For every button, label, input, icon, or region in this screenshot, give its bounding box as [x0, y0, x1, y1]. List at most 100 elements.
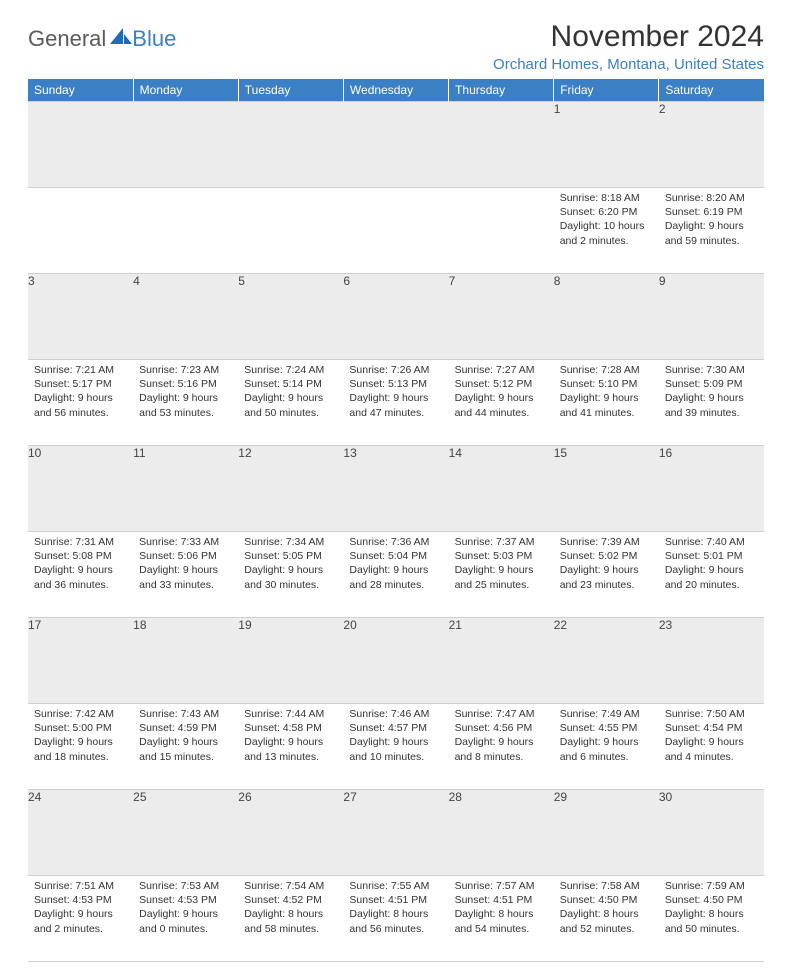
col-monday: Monday [133, 79, 238, 102]
day-cell: Sunrise: 7:40 AMSunset: 5:01 PMDaylight:… [659, 532, 764, 618]
week-row: Sunrise: 8:18 AMSunset: 6:20 PMDaylight:… [28, 188, 764, 274]
sunset-text: Sunset: 5:05 PM [244, 549, 337, 563]
day-cell-body: Sunrise: 7:39 AMSunset: 5:02 PMDaylight:… [554, 532, 659, 598]
sunset-text: Sunset: 4:50 PM [665, 893, 758, 907]
sunset-text: Sunset: 6:20 PM [560, 205, 653, 219]
daylight-text: Daylight: 9 hours and 53 minutes. [139, 391, 232, 419]
day-cell [343, 188, 448, 274]
day-cell-body: Sunrise: 7:40 AMSunset: 5:01 PMDaylight:… [659, 532, 764, 598]
day-number [28, 102, 133, 188]
day-cell: Sunrise: 7:37 AMSunset: 5:03 PMDaylight:… [449, 532, 554, 618]
daylight-text: Daylight: 9 hours and 59 minutes. [665, 219, 758, 247]
daylight-text: Daylight: 8 hours and 58 minutes. [244, 907, 337, 935]
sunset-text: Sunset: 5:04 PM [349, 549, 442, 563]
location: Orchard Homes, Montana, United States [493, 56, 764, 73]
daylight-text: Daylight: 8 hours and 50 minutes. [665, 907, 758, 935]
day-cell: Sunrise: 7:30 AMSunset: 5:09 PMDaylight:… [659, 360, 764, 446]
col-friday: Friday [554, 79, 659, 102]
daynum-row: 24252627282930 [28, 790, 764, 876]
calendar-body: 12Sunrise: 8:18 AMSunset: 6:20 PMDayligh… [28, 102, 764, 962]
day-number: 12 [238, 446, 343, 532]
day-number: 2 [659, 102, 764, 188]
sunset-text: Sunset: 5:01 PM [665, 549, 758, 563]
day-cell-body: Sunrise: 7:57 AMSunset: 4:51 PMDaylight:… [449, 876, 554, 942]
daylight-text: Daylight: 9 hours and 23 minutes. [560, 563, 653, 591]
day-cell: Sunrise: 7:23 AMSunset: 5:16 PMDaylight:… [133, 360, 238, 446]
day-number [449, 102, 554, 188]
day-cell-body: Sunrise: 7:37 AMSunset: 5:03 PMDaylight:… [449, 532, 554, 598]
day-cell-body: Sunrise: 7:27 AMSunset: 5:12 PMDaylight:… [449, 360, 554, 426]
sunset-text: Sunset: 4:58 PM [244, 721, 337, 735]
sunset-text: Sunset: 5:09 PM [665, 377, 758, 391]
sunset-text: Sunset: 5:10 PM [560, 377, 653, 391]
day-cell-body: Sunrise: 8:18 AMSunset: 6:20 PMDaylight:… [554, 188, 659, 254]
day-number: 1 [554, 102, 659, 188]
day-cell [133, 188, 238, 274]
daylight-text: Daylight: 9 hours and 39 minutes. [665, 391, 758, 419]
sunrise-text: Sunrise: 7:59 AM [665, 879, 758, 893]
sunset-text: Sunset: 4:53 PM [34, 893, 127, 907]
sunset-text: Sunset: 4:53 PM [139, 893, 232, 907]
day-cell-body: Sunrise: 7:33 AMSunset: 5:06 PMDaylight:… [133, 532, 238, 598]
logo-word-2: Blue [132, 26, 176, 52]
sunset-text: Sunset: 5:13 PM [349, 377, 442, 391]
day-cell-body: Sunrise: 7:50 AMSunset: 4:54 PMDaylight:… [659, 704, 764, 770]
daylight-text: Daylight: 9 hours and 47 minutes. [349, 391, 442, 419]
daylight-text: Daylight: 9 hours and 25 minutes. [455, 563, 548, 591]
day-cell-body: Sunrise: 7:28 AMSunset: 5:10 PMDaylight:… [554, 360, 659, 426]
title-block: November 2024 Orchard Homes, Montana, Un… [493, 20, 764, 73]
sunrise-text: Sunrise: 7:50 AM [665, 707, 758, 721]
col-tuesday: Tuesday [238, 79, 343, 102]
col-thursday: Thursday [449, 79, 554, 102]
sunset-text: Sunset: 5:02 PM [560, 549, 653, 563]
day-cell: Sunrise: 8:20 AMSunset: 6:19 PMDaylight:… [659, 188, 764, 274]
daylight-text: Daylight: 9 hours and 56 minutes. [34, 391, 127, 419]
daylight-text: Daylight: 9 hours and 41 minutes. [560, 391, 653, 419]
sunrise-text: Sunrise: 7:36 AM [349, 535, 442, 549]
day-cell-body: Sunrise: 7:53 AMSunset: 4:53 PMDaylight:… [133, 876, 238, 942]
sunrise-text: Sunrise: 7:53 AM [139, 879, 232, 893]
daylight-text: Daylight: 9 hours and 2 minutes. [34, 907, 127, 935]
daylight-text: Daylight: 10 hours and 2 minutes. [560, 219, 653, 247]
sunrise-text: Sunrise: 7:24 AM [244, 363, 337, 377]
daylight-text: Daylight: 8 hours and 56 minutes. [349, 907, 442, 935]
day-cell [28, 188, 133, 274]
col-sunday: Sunday [28, 79, 133, 102]
day-cell: Sunrise: 7:50 AMSunset: 4:54 PMDaylight:… [659, 704, 764, 790]
day-cell: Sunrise: 7:59 AMSunset: 4:50 PMDaylight:… [659, 876, 764, 962]
day-number: 15 [554, 446, 659, 532]
day-cell: Sunrise: 7:28 AMSunset: 5:10 PMDaylight:… [554, 360, 659, 446]
day-cell: Sunrise: 7:34 AMSunset: 5:05 PMDaylight:… [238, 532, 343, 618]
day-cell-body [449, 188, 554, 197]
sunset-text: Sunset: 4:51 PM [349, 893, 442, 907]
day-cell-body: Sunrise: 7:23 AMSunset: 5:16 PMDaylight:… [133, 360, 238, 426]
sunset-text: Sunset: 5:12 PM [455, 377, 548, 391]
day-cell: Sunrise: 7:26 AMSunset: 5:13 PMDaylight:… [343, 360, 448, 446]
daylight-text: Daylight: 9 hours and 36 minutes. [34, 563, 127, 591]
sunset-text: Sunset: 5:17 PM [34, 377, 127, 391]
day-cell-body: Sunrise: 7:21 AMSunset: 5:17 PMDaylight:… [28, 360, 133, 426]
col-wednesday: Wednesday [343, 79, 448, 102]
week-row: Sunrise: 7:42 AMSunset: 5:00 PMDaylight:… [28, 704, 764, 790]
sunrise-text: Sunrise: 7:39 AM [560, 535, 653, 549]
daylight-text: Daylight: 9 hours and 10 minutes. [349, 735, 442, 763]
day-cell: Sunrise: 7:55 AMSunset: 4:51 PMDaylight:… [343, 876, 448, 962]
day-number: 16 [659, 446, 764, 532]
daynum-row: 3456789 [28, 274, 764, 360]
sunrise-text: Sunrise: 7:47 AM [455, 707, 548, 721]
day-cell-body: Sunrise: 7:43 AMSunset: 4:59 PMDaylight:… [133, 704, 238, 770]
sunrise-text: Sunrise: 7:33 AM [139, 535, 232, 549]
day-number: 13 [343, 446, 448, 532]
day-cell [449, 188, 554, 274]
day-number: 10 [28, 446, 133, 532]
sunrise-text: Sunrise: 7:54 AM [244, 879, 337, 893]
day-cell-body: Sunrise: 7:59 AMSunset: 4:50 PMDaylight:… [659, 876, 764, 942]
day-cell-body [133, 188, 238, 197]
week-row: Sunrise: 7:51 AMSunset: 4:53 PMDaylight:… [28, 876, 764, 962]
day-cell: Sunrise: 7:44 AMSunset: 4:58 PMDaylight:… [238, 704, 343, 790]
day-cell: Sunrise: 7:46 AMSunset: 4:57 PMDaylight:… [343, 704, 448, 790]
day-cell-body: Sunrise: 7:58 AMSunset: 4:50 PMDaylight:… [554, 876, 659, 942]
sunrise-text: Sunrise: 7:26 AM [349, 363, 442, 377]
day-cell: Sunrise: 7:53 AMSunset: 4:53 PMDaylight:… [133, 876, 238, 962]
day-cell-body: Sunrise: 7:24 AMSunset: 5:14 PMDaylight:… [238, 360, 343, 426]
